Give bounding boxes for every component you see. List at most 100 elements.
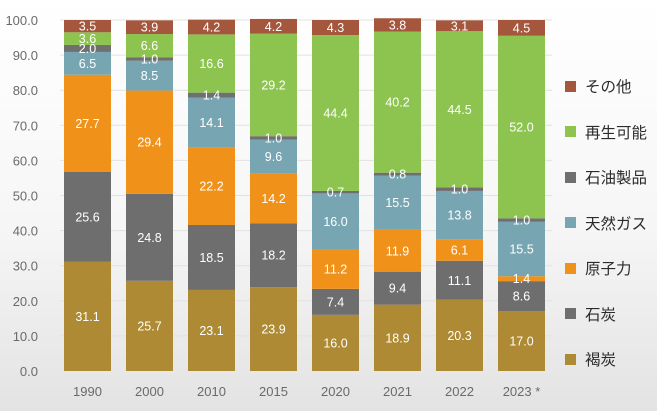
data-label: 29.2 <box>261 78 285 92</box>
bar-segment <box>64 51 111 75</box>
legend-swatch <box>565 217 576 228</box>
x-tick-label: 2000 <box>135 384 164 399</box>
bar-segment <box>312 314 359 371</box>
legend-item: 石炭 <box>565 303 616 325</box>
data-label: 16.6 <box>199 57 223 71</box>
data-label: 15.5 <box>509 243 533 257</box>
bar-segment <box>188 289 235 371</box>
data-label: 4.5 <box>513 21 530 35</box>
data-label: 3.6 <box>79 32 96 46</box>
bar-segment <box>126 193 173 281</box>
bar-segment <box>498 281 545 312</box>
data-label: 1.4 <box>513 272 530 286</box>
x-tick-label: 2022 <box>445 384 474 399</box>
bar-segment <box>188 92 235 98</box>
bar-segment <box>498 311 545 371</box>
data-label: 1.0 <box>451 183 468 197</box>
data-label: 16.0 <box>323 336 347 350</box>
bar-segment <box>374 172 421 176</box>
data-label: 3.5 <box>79 20 96 34</box>
y-tick-label: 30.0 <box>13 259 38 274</box>
data-labels: 31.1 25.6 27.7 6.52.03.63.5 25.7 24.8 29.4 8.5 1… <box>75 18 533 350</box>
data-label: 44.5 <box>447 103 471 117</box>
data-label: 44.4 <box>323 107 347 121</box>
x-tick-label: 2010 <box>197 384 226 399</box>
y-tick-label: 40.0 <box>13 224 38 239</box>
data-label: 6.1 <box>451 244 468 258</box>
data-label: 29.4 <box>137 136 161 150</box>
data-label: 18.9 <box>385 331 409 345</box>
bar-segment <box>126 34 173 58</box>
data-label: 15.5 <box>385 196 409 210</box>
data-label: 11.1 <box>448 274 471 288</box>
bar-segment <box>64 32 111 45</box>
data-label: 18.2 <box>261 249 285 263</box>
data-label: 8.6 <box>513 290 530 304</box>
data-label: 9.4 <box>389 282 406 296</box>
y-tick-label: 0.0 <box>20 364 38 379</box>
bar-segment <box>250 287 297 371</box>
bar-segment <box>250 223 297 288</box>
legend-label: 再生可能 <box>585 123 648 142</box>
legend-item: 原子力 <box>565 257 632 279</box>
bar-segment <box>188 147 235 225</box>
legend-label: 褐炭 <box>585 351 617 369</box>
data-label: 14.1 <box>199 116 223 130</box>
bar-segment <box>436 190 483 240</box>
bar-segment <box>498 221 545 277</box>
x-tick-label: 2020 <box>321 384 350 399</box>
bar-segment <box>64 171 111 262</box>
legend-item: その他 <box>565 75 632 97</box>
y-tick-label: 100.0 <box>5 13 38 28</box>
bar-segment <box>64 261 111 371</box>
legend-swatch <box>565 308 576 319</box>
data-label: 4.3 <box>327 21 344 35</box>
x-tick-label: 1990 <box>73 384 102 399</box>
legend-label: 天然ガス <box>585 214 648 233</box>
data-label: 1.0 <box>141 52 158 66</box>
bar-segment <box>126 57 173 61</box>
x-tick-label: 2021 <box>383 384 412 399</box>
data-label: 4.2 <box>265 20 282 34</box>
data-label: 7.4 <box>327 295 344 309</box>
legend-swatch <box>565 353 576 365</box>
bar-segment <box>436 239 483 261</box>
legend-item: 褐炭 <box>565 348 616 370</box>
bar-segment <box>126 280 173 371</box>
bar-segment <box>374 175 421 230</box>
bar-segment <box>64 20 111 33</box>
legend-label: 原子力 <box>585 260 632 278</box>
data-label: 3.8 <box>389 18 406 32</box>
legend-label: 石油製品 <box>585 169 648 187</box>
legend-label: 石炭 <box>585 305 617 324</box>
legend-item: 再生可能 <box>565 121 647 143</box>
data-label: 40.2 <box>385 96 409 110</box>
legend-swatch <box>565 80 576 92</box>
bar-segment <box>374 304 421 371</box>
x-tick-label: 2023 * <box>503 384 541 399</box>
bar-segment <box>64 74 111 172</box>
y-tick-label: 20.0 <box>13 294 38 309</box>
data-label: 16.0 <box>323 215 347 229</box>
data-label: 23.1 <box>199 324 223 338</box>
data-label: 18.5 <box>199 251 223 265</box>
bar-segment <box>312 249 359 289</box>
data-label: 17.0 <box>509 335 533 349</box>
bar-segment <box>498 20 545 36</box>
bar-segment <box>436 187 483 191</box>
bar-segment <box>250 136 297 140</box>
bar-segment <box>312 190 359 194</box>
data-label: 23.9 <box>261 323 285 337</box>
data-label: 0.7 <box>327 186 344 200</box>
bar-segment <box>312 193 359 250</box>
bar-segment <box>436 260 483 300</box>
bar-segment <box>498 276 545 282</box>
data-label: 6.6 <box>141 39 158 53</box>
data-label: 25.6 <box>75 210 99 224</box>
y-tick-label: 60.0 <box>13 153 38 168</box>
data-label: 3.1 <box>451 19 468 33</box>
data-label: 9.6 <box>265 150 282 164</box>
bar-segment <box>374 18 421 32</box>
bar-segment <box>250 33 297 137</box>
